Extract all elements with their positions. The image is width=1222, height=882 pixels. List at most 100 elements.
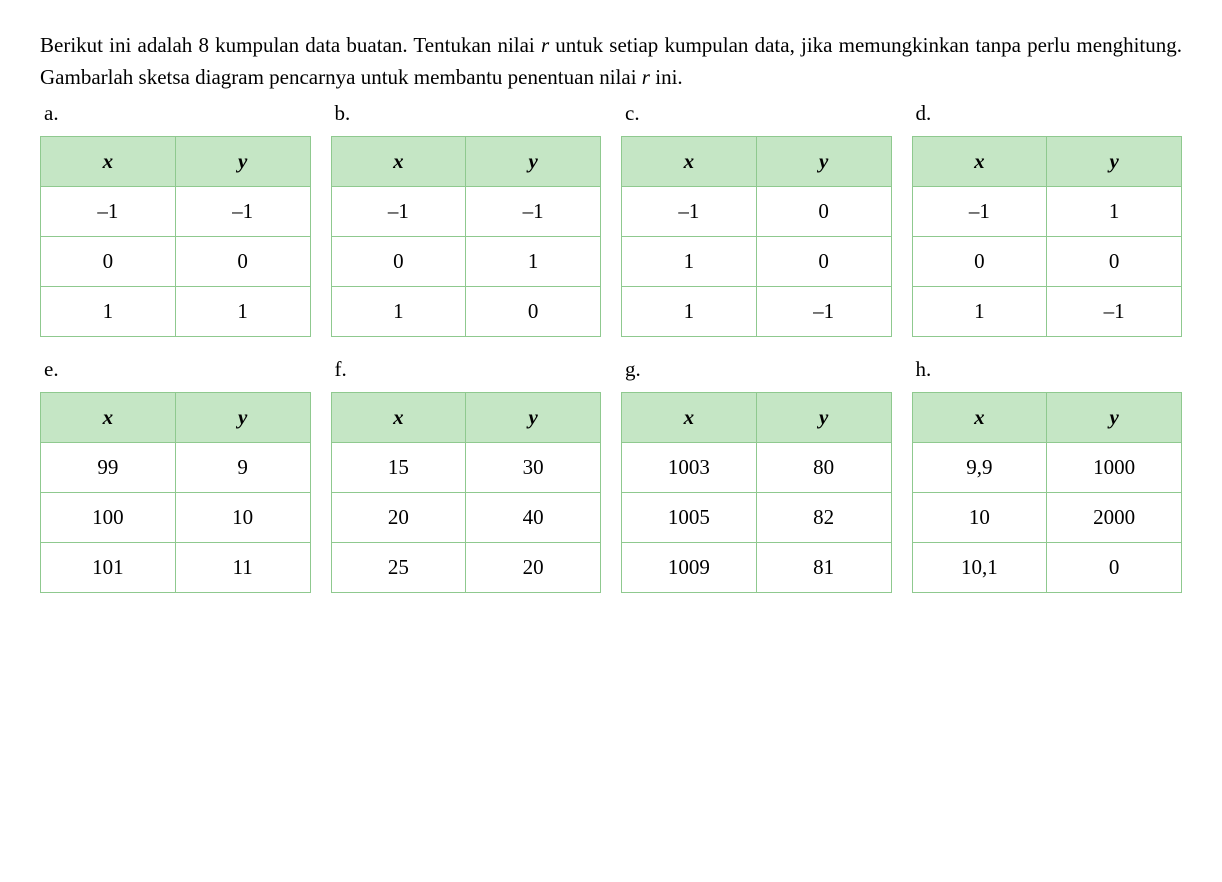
cell-y: 0 xyxy=(756,187,891,237)
cell-y: 80 xyxy=(756,443,891,493)
table-block-f: f. x y 1530 2040 2520 xyxy=(331,357,602,593)
table-row: 1–1 xyxy=(912,287,1182,337)
header-x: x xyxy=(41,137,176,187)
table-c: x y –10 10 1–1 xyxy=(621,136,892,337)
table-row: 2520 xyxy=(331,543,601,593)
table-row: 100380 xyxy=(622,443,892,493)
table-row: 10111 xyxy=(41,543,311,593)
label-e: e. xyxy=(40,357,311,382)
label-g: g. xyxy=(621,357,892,382)
header-y: y xyxy=(175,137,310,187)
cell-x: 100 xyxy=(41,493,176,543)
table-block-a: a. x y –1–1 00 11 xyxy=(40,101,311,337)
cell-y: 20 xyxy=(466,543,601,593)
cell-x: 1 xyxy=(622,237,757,287)
row-1: a. x y –1–1 00 11 b. x y xyxy=(40,101,1182,337)
table-a: x y –1–1 00 11 xyxy=(40,136,311,337)
table-block-d: d. x y –11 00 1–1 xyxy=(912,101,1183,337)
cell-y: 9 xyxy=(175,443,310,493)
cell-x: –1 xyxy=(331,187,466,237)
label-f: f. xyxy=(331,357,602,382)
cell-x: –1 xyxy=(41,187,176,237)
cell-y: 11 xyxy=(175,543,310,593)
table-row: –10 xyxy=(622,187,892,237)
label-a: a. xyxy=(40,101,311,126)
table-row: –1–1 xyxy=(41,187,311,237)
table-row: 100981 xyxy=(622,543,892,593)
cell-y: –1 xyxy=(466,187,601,237)
table-row: 10,10 xyxy=(912,543,1182,593)
cell-y: 30 xyxy=(466,443,601,493)
cell-x: 15 xyxy=(331,443,466,493)
cell-y: 81 xyxy=(756,543,891,593)
header-y: y xyxy=(1047,393,1182,443)
table-d: x y –11 00 1–1 xyxy=(912,136,1183,337)
cell-x: 25 xyxy=(331,543,466,593)
table-row: 00 xyxy=(41,237,311,287)
label-d: d. xyxy=(912,101,1183,126)
table-row: 102000 xyxy=(912,493,1182,543)
table-h: x y 9,91000 102000 10,10 xyxy=(912,392,1183,593)
table-row: 01 xyxy=(331,237,601,287)
cell-y: –1 xyxy=(756,287,891,337)
cell-y: 0 xyxy=(1047,543,1182,593)
cell-y: –1 xyxy=(1047,287,1182,337)
row-2: e. x y 999 10010 10111 f. x y xyxy=(40,357,1182,593)
table-block-b: b. x y –1–1 01 10 xyxy=(331,101,602,337)
cell-x: –1 xyxy=(912,187,1047,237)
instruction-text: Berikut ini adalah 8 kumpulan data buata… xyxy=(40,30,1182,93)
cell-x: 9,9 xyxy=(912,443,1047,493)
header-y: y xyxy=(175,393,310,443)
table-f: x y 1530 2040 2520 xyxy=(331,392,602,593)
cell-x: 1 xyxy=(331,287,466,337)
cell-x: 20 xyxy=(331,493,466,543)
cell-x: 10,1 xyxy=(912,543,1047,593)
cell-x: 0 xyxy=(912,237,1047,287)
table-row: 1530 xyxy=(331,443,601,493)
table-block-g: g. x y 100380 100582 100981 xyxy=(621,357,892,593)
table-row: –11 xyxy=(912,187,1182,237)
table-b: x y –1–1 01 10 xyxy=(331,136,602,337)
table-block-c: c. x y –10 10 1–1 xyxy=(621,101,892,337)
cell-y: 1 xyxy=(466,237,601,287)
header-x: x xyxy=(622,137,757,187)
table-row: 1–1 xyxy=(622,287,892,337)
cell-y: 1 xyxy=(175,287,310,337)
cell-y: 40 xyxy=(466,493,601,543)
cell-x: 1 xyxy=(41,287,176,337)
cell-y: 2000 xyxy=(1047,493,1182,543)
cell-y: –1 xyxy=(175,187,310,237)
table-row: 999 xyxy=(41,443,311,493)
table-row: 2040 xyxy=(331,493,601,543)
table-row: 11 xyxy=(41,287,311,337)
cell-y: 1 xyxy=(1047,187,1182,237)
table-row: 9,91000 xyxy=(912,443,1182,493)
instruction-var1: r xyxy=(541,33,549,57)
header-x: x xyxy=(331,393,466,443)
header-x: x xyxy=(622,393,757,443)
label-b: b. xyxy=(331,101,602,126)
cell-y: 1000 xyxy=(1047,443,1182,493)
table-block-h: h. x y 9,91000 102000 10,10 xyxy=(912,357,1183,593)
table-row: 10 xyxy=(622,237,892,287)
cell-y: 10 xyxy=(175,493,310,543)
cell-x: 1003 xyxy=(622,443,757,493)
table-block-e: e. x y 999 10010 10111 xyxy=(40,357,311,593)
cell-x: 1 xyxy=(622,287,757,337)
table-row: 100582 xyxy=(622,493,892,543)
cell-y: 0 xyxy=(756,237,891,287)
header-x: x xyxy=(912,393,1047,443)
label-h: h. xyxy=(912,357,1183,382)
cell-x: 0 xyxy=(41,237,176,287)
table-g: x y 100380 100582 100981 xyxy=(621,392,892,593)
cell-y: 0 xyxy=(175,237,310,287)
cell-y: 0 xyxy=(466,287,601,337)
header-x: x xyxy=(331,137,466,187)
cell-x: –1 xyxy=(622,187,757,237)
label-c: c. xyxy=(621,101,892,126)
table-row: 00 xyxy=(912,237,1182,287)
cell-y: 0 xyxy=(1047,237,1182,287)
header-x: x xyxy=(912,137,1047,187)
instruction-var2: r xyxy=(642,65,650,89)
cell-x: 1009 xyxy=(622,543,757,593)
